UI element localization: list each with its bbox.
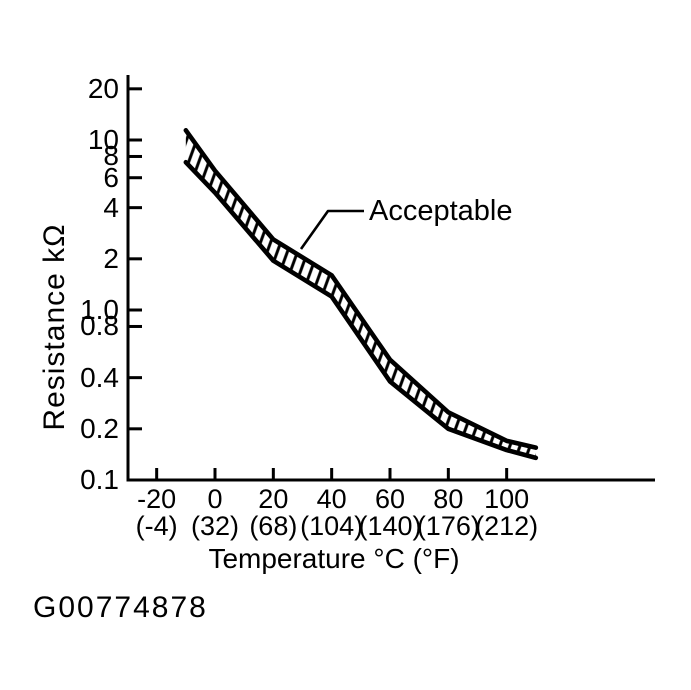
y-tick-label: 6 [103,161,119,193]
y-tick-label: 0.4 [80,361,119,393]
acceptable-annotation: Acceptable [369,194,513,227]
x-tick-label-fahrenheit: (32) [190,511,240,541]
x-tick-label-celsius: 0 [207,484,223,514]
y-tick-label: 0.8 [80,310,119,342]
figure-code: G00774878 [33,591,208,624]
x-tick-label-celsius: 20 [258,484,289,514]
x-tick-label-fahrenheit: (212) [475,511,539,541]
x-tick-label-celsius: 80 [433,484,464,514]
x-tick-label-celsius: 40 [316,484,347,514]
acceptable-band [185,130,536,458]
band-lower-curve [183,159,539,461]
annotation-leader-line [299,209,364,250]
y-tick-label: 8 [103,140,119,172]
x-tick-label-fahrenheit: (176) [416,511,480,541]
y-tick-label: 0.1 [80,464,119,495]
y-tick-label: 2 [103,242,119,274]
y-tick-label: 0.2 [80,412,119,444]
x-tick-label-celsius: -20 [137,484,177,514]
y-axis-title: Resistance kΩ [38,223,71,431]
x-tick-label-celsius: 100 [484,484,530,514]
y-tick-label: 10 [87,124,119,155]
y-tick-label: 20 [87,72,119,104]
x-tick-label-fahrenheit: (140) [358,511,422,541]
x-tick-label-fahrenheit: (-4) [135,511,178,541]
x-tick-label-fahrenheit: (104) [300,511,364,541]
x-tick-label-celsius: 60 [374,484,406,514]
band-upper-curve [183,128,539,450]
y-tick-label: 1.0 [80,294,119,325]
x-axis-title: Temperature °C (°F) [208,543,460,574]
y-tick-label: 4 [103,191,119,223]
x-tick-label-fahrenheit: (68) [249,511,298,541]
